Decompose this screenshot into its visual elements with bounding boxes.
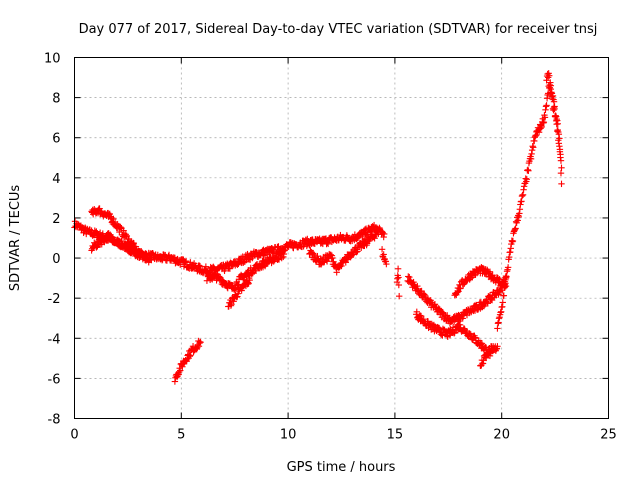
y-tick-label: 6 bbox=[52, 132, 60, 147]
data-point bbox=[378, 246, 386, 253]
data-point bbox=[523, 176, 530, 183]
data-point bbox=[459, 315, 466, 322]
data-point bbox=[203, 277, 211, 284]
data-point bbox=[557, 169, 565, 177]
data-point bbox=[551, 105, 558, 113]
data-point bbox=[558, 180, 565, 188]
data-point bbox=[556, 148, 564, 155]
data-point bbox=[489, 343, 497, 350]
data-point bbox=[457, 284, 464, 292]
y-tick-label: -4 bbox=[48, 332, 61, 347]
data-point bbox=[329, 254, 336, 262]
grid-lines bbox=[74, 57, 609, 419]
x-tick-labels: 0 5 10 15 20 25 bbox=[70, 428, 616, 443]
data-point bbox=[245, 280, 252, 287]
data-point bbox=[543, 102, 550, 109]
data-point bbox=[503, 273, 510, 280]
y-tick-label: -8 bbox=[48, 413, 61, 428]
data-point bbox=[547, 82, 555, 89]
x-tick-label: 20 bbox=[493, 428, 510, 443]
data-point bbox=[548, 90, 556, 97]
data-point bbox=[182, 257, 190, 265]
y-tick-label: -6 bbox=[48, 372, 61, 387]
data-point bbox=[148, 256, 155, 264]
data-point bbox=[110, 215, 117, 223]
y-axis-label: SDTVAR / TECUs bbox=[8, 185, 23, 292]
y-tick-label: -2 bbox=[48, 292, 61, 307]
y-tick-label: 0 bbox=[52, 252, 60, 267]
data-point bbox=[395, 274, 402, 281]
data-point bbox=[540, 118, 548, 126]
data-point bbox=[549, 95, 556, 103]
data-point bbox=[354, 248, 361, 255]
y-tick-label: 2 bbox=[52, 212, 60, 227]
x-tick-label: 25 bbox=[600, 428, 617, 443]
data-point bbox=[197, 339, 204, 346]
data-point bbox=[541, 114, 549, 121]
data-point bbox=[557, 154, 564, 161]
data-point bbox=[504, 264, 512, 271]
data-point bbox=[413, 308, 420, 316]
data-point bbox=[525, 167, 532, 174]
data-point bbox=[323, 258, 331, 265]
data-point bbox=[309, 250, 317, 257]
data-point bbox=[530, 144, 537, 151]
data-point bbox=[546, 72, 553, 79]
data-point bbox=[554, 120, 561, 127]
data-point bbox=[333, 269, 340, 276]
data-point bbox=[383, 260, 390, 268]
chart-title: Day 077 of 2017, Sidereal Day-to-day VTE… bbox=[79, 22, 598, 37]
x-tick-label: 10 bbox=[280, 428, 297, 443]
data-point bbox=[246, 276, 253, 284]
data-point bbox=[395, 281, 403, 289]
x-axis-label: GPS time / hours bbox=[287, 460, 396, 475]
data-point bbox=[374, 228, 382, 236]
x-tick-label: 15 bbox=[387, 428, 404, 443]
data-point bbox=[195, 262, 203, 269]
data-point bbox=[500, 292, 508, 299]
data-point bbox=[381, 230, 388, 238]
y-tick-label: 10 bbox=[44, 52, 61, 67]
data-point bbox=[405, 273, 412, 280]
plot-frame bbox=[74, 57, 609, 419]
data-point bbox=[499, 299, 506, 306]
data-point bbox=[177, 367, 184, 374]
data-point bbox=[558, 164, 565, 172]
data-point bbox=[556, 135, 563, 142]
data-point bbox=[509, 237, 517, 245]
data-point bbox=[394, 265, 402, 272]
data-point bbox=[280, 250, 288, 258]
y-tick-labels: -8 -6 -4 -2 0 2 4 6 8 10 bbox=[44, 52, 61, 428]
data-point bbox=[226, 265, 234, 272]
y-tick-label: 8 bbox=[52, 92, 60, 107]
data-point bbox=[512, 225, 519, 232]
data-point bbox=[103, 237, 111, 244]
y-tick-label: 4 bbox=[52, 172, 60, 187]
x-tick-label: 5 bbox=[177, 428, 185, 443]
x-tick-label: 0 bbox=[70, 428, 78, 443]
data-point bbox=[484, 300, 492, 307]
data-points bbox=[71, 70, 565, 385]
data-point bbox=[395, 292, 403, 300]
data-point bbox=[424, 318, 432, 325]
